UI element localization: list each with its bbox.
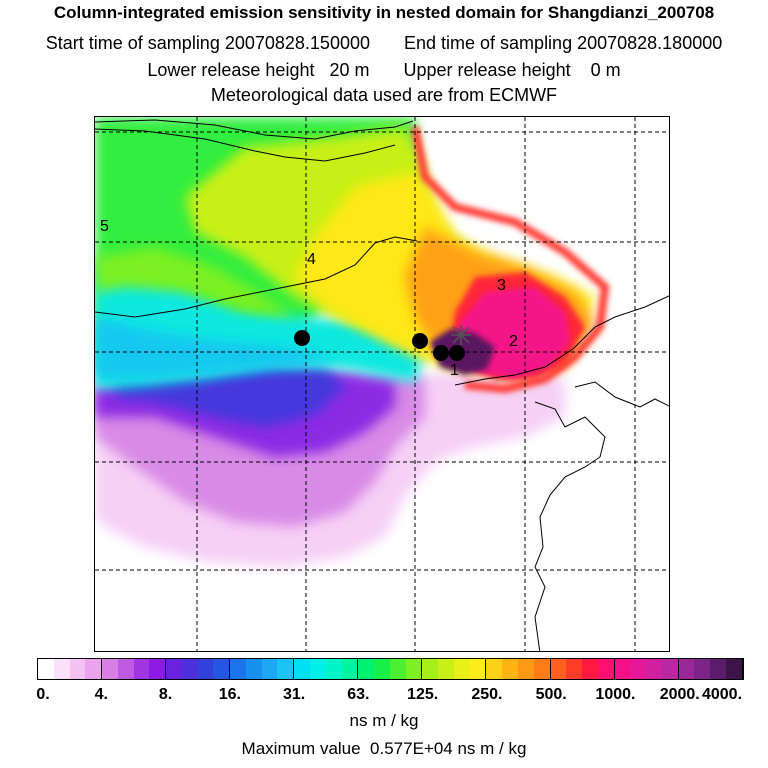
met-data-label: Meteorological data used are from ECMWF [210, 85, 558, 105]
colorbar-swatch [38, 659, 54, 679]
sensitivity-field [95, 117, 610, 567]
colorbar-swatch [405, 659, 423, 679]
colorbar-swatch [630, 659, 647, 679]
colorbar-swatch [53, 659, 70, 679]
colorbar-swatch [453, 659, 470, 679]
colorbar-tick-label: 125. [407, 686, 439, 703]
colorbar-swatch [597, 659, 615, 679]
colorbar-tick-label: 63. [347, 686, 370, 703]
colorbar-swatch [149, 659, 167, 679]
colorbar-swatch [582, 659, 598, 679]
colorbar-tick-label: 500. [535, 686, 567, 703]
cluster-dot [449, 345, 465, 361]
colorbar-tick-label: 4. [94, 686, 108, 703]
colorbar-swatch [341, 659, 359, 679]
colorbar-swatch [69, 659, 86, 679]
colorbar-swatch [213, 659, 231, 679]
colorbar-swatch [678, 659, 695, 679]
colorbar-swatch [550, 659, 567, 679]
colorbar-swatch [517, 659, 534, 679]
sampling-time-line: Start time of sampling 20070828.150000 En… [0, 33, 768, 54]
colorbar-swatch [310, 659, 326, 679]
colorbar-swatch [502, 659, 518, 679]
field-teal [95, 317, 335, 379]
colorbar-tick-label: 1000. [595, 686, 636, 703]
colorbar-swatch [710, 659, 726, 679]
colorbar-swatch [358, 659, 375, 679]
colorbar-swatch [197, 659, 214, 679]
cluster-dot [433, 345, 449, 361]
colorbar-swatch [277, 659, 295, 679]
field-rim [411, 126, 610, 394]
colorbar-tick-label: 8. [158, 686, 173, 703]
lower-release-label: Lower release height 20 m [147, 60, 370, 80]
colorbar-swatch [486, 659, 503, 679]
colorbar-tick-label: 4000. [701, 686, 743, 703]
colorbar-swatch [389, 659, 406, 679]
field-green-lobe [95, 247, 295, 317]
lat-lon-grid [95, 117, 669, 651]
colorbar-tick-label: 0. [36, 686, 50, 703]
receptor-star-marker [451, 325, 471, 345]
colorbar-swatch [294, 659, 311, 679]
maximum-value-label: Maximum value 0.577E+04 ns m / kg [241, 739, 527, 758]
cluster-dot [412, 333, 428, 349]
time-marker-5: 5 [100, 218, 109, 235]
time-marker-4: 4 [307, 251, 316, 268]
colorbar-tick-label: 31. [282, 686, 306, 703]
colorbar-swatch [725, 659, 743, 679]
colorbar-swatch [661, 659, 679, 679]
colorbar-swatch [325, 659, 342, 679]
end-time-label: End time of sampling 20070828.180000 [404, 33, 723, 53]
colorbar-swatch [374, 659, 390, 679]
time-marker-3: 3 [497, 277, 506, 294]
colorbar-swatch [245, 659, 262, 679]
colorbar-swatch [85, 659, 103, 679]
colorbar-swatch [261, 659, 278, 679]
colorbar-swatch [230, 659, 246, 679]
cluster-dot [294, 330, 310, 346]
time-marker-1: 1 [450, 362, 459, 379]
colorbar [37, 658, 744, 680]
colorbar-swatch [646, 659, 662, 679]
colorbar-swatch [422, 659, 439, 679]
time-markers: 1 2 3 4 5 [100, 218, 518, 379]
colorbar-tick-label: 16. [218, 686, 241, 703]
colorbar-swatch [102, 659, 118, 679]
colorbar-swatch [566, 659, 583, 679]
colorbar-tick-label: 2000. [659, 686, 700, 703]
colorbar-units: ns m / kg [349, 711, 419, 730]
colorbar-swatch [181, 659, 198, 679]
emission-sensitivity-map: 1 2 3 4 5 [94, 116, 670, 652]
cluster-dots [294, 330, 465, 361]
colorbar-swatch [694, 659, 711, 679]
colorbar-swatch [166, 659, 182, 679]
release-height-line: Lower release height 20 m Upper release h… [0, 60, 768, 81]
time-marker-2: 2 [509, 333, 518, 350]
colorbar-swatch [469, 659, 487, 679]
colorbar-swatch [438, 659, 454, 679]
start-time-label: Start time of sampling 20070828.150000 [45, 33, 370, 53]
colorbar-swatch [614, 659, 631, 679]
colorbar-tick-label: 250. [471, 686, 503, 703]
map-canvas: 1 2 3 4 5 [95, 117, 669, 651]
figure-title: Column-integrated emission sensitivity i… [53, 3, 715, 22]
colorbar-swatch [133, 659, 150, 679]
colorbar-swatch [533, 659, 551, 679]
colorbar-swatch [117, 659, 134, 679]
upper-release-label: Upper release height 0 m [403, 60, 621, 80]
